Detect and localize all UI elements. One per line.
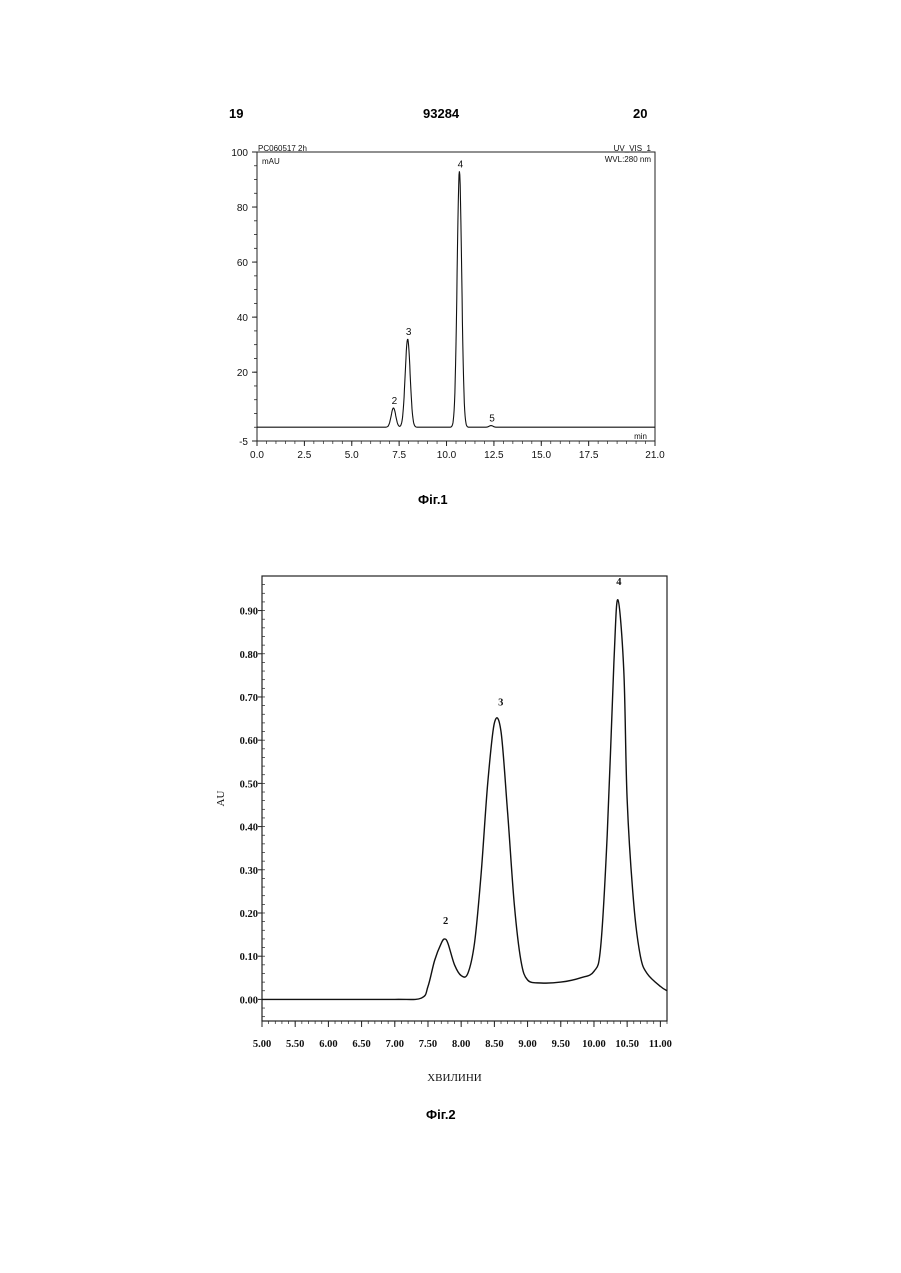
x-tick-label: 7.50 [419, 1039, 437, 1050]
x-tick-label: 9.50 [552, 1039, 570, 1050]
x-tick-label: 8.50 [485, 1039, 503, 1050]
y-tick-label: 0.50 [240, 779, 258, 790]
figure-2-caption: Фіг.2 [426, 1107, 456, 1122]
x-tick-label: 6.00 [319, 1039, 337, 1050]
y-tick-label: 0.30 [240, 866, 258, 877]
y-tick-label: 0.00 [240, 995, 258, 1006]
x-tick-label: 7.00 [386, 1039, 404, 1050]
y-tick-label: 0.70 [240, 693, 258, 704]
x-tick-label: 10.00 [582, 1039, 606, 1050]
y-axis-label: AU [215, 791, 227, 807]
peak-label: 4 [616, 577, 622, 588]
x-tick-label: 5.50 [286, 1039, 304, 1050]
y-tick-label: 0.40 [240, 823, 258, 834]
peak-label: 2 [443, 916, 448, 927]
x-tick-label: 11.00 [649, 1039, 672, 1050]
x-tick-label: 10.50 [615, 1039, 639, 1050]
chromatogram-line [262, 600, 667, 1000]
y-tick-label: 0.60 [240, 736, 258, 747]
x-tick-label: 5.00 [253, 1039, 271, 1050]
plot-frame [262, 576, 667, 1021]
y-tick-label: 0.90 [240, 607, 258, 618]
y-tick-label: 0.80 [240, 650, 258, 661]
x-tick-label: 9.00 [518, 1039, 536, 1050]
y-tick-label: 0.10 [240, 952, 258, 963]
x-axis-label: ХВИЛИНИ [427, 1072, 482, 1084]
peak-label: 3 [498, 698, 503, 709]
y-tick-label: 0.20 [240, 909, 258, 920]
x-tick-label: 6.50 [352, 1039, 370, 1050]
x-tick-label: 8.00 [452, 1039, 470, 1050]
chromatogram-fig2: 0.00 0.10 0.20 0.30 0.40 0.50 0.60 0.70 0.80 0.90… [0, 0, 901, 1110]
